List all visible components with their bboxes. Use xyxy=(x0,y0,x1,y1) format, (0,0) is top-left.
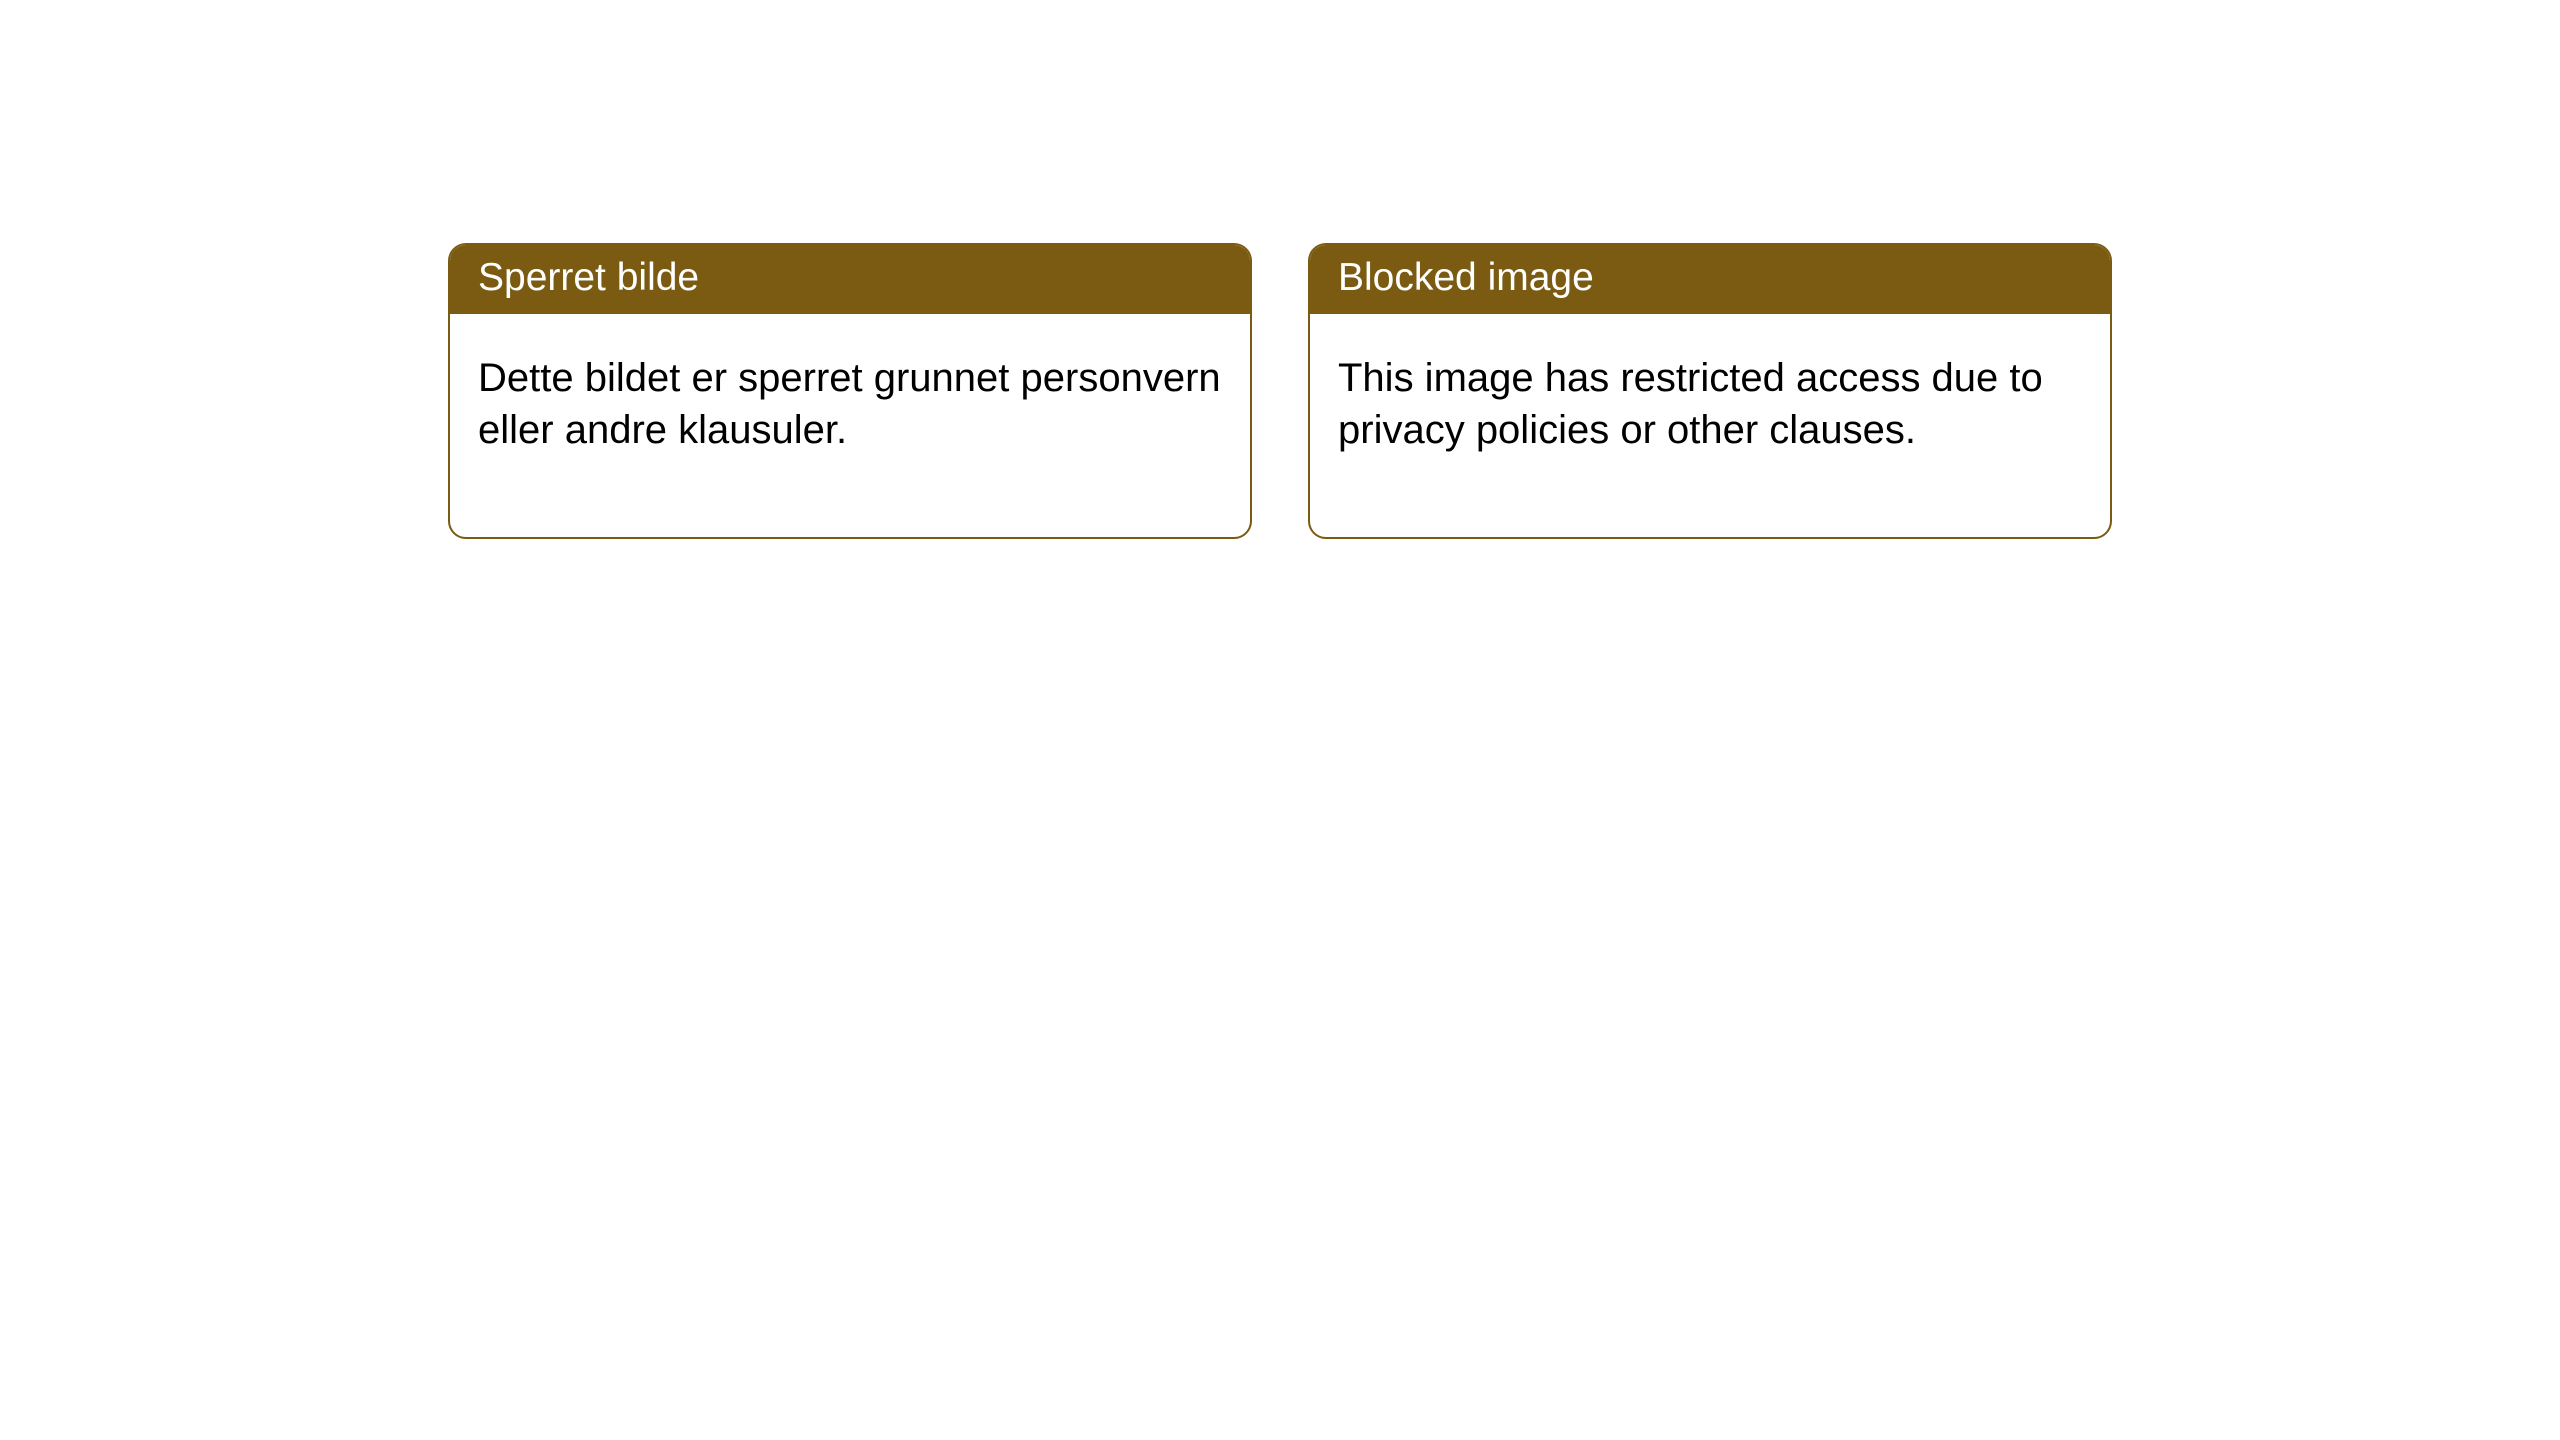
notice-body-en: This image has restricted access due to … xyxy=(1310,314,2110,538)
notice-container: Sperret bilde Dette bildet er sperret gr… xyxy=(0,0,2560,539)
notice-card-no: Sperret bilde Dette bildet er sperret gr… xyxy=(448,243,1252,539)
notice-title-no: Sperret bilde xyxy=(450,245,1250,314)
notice-body-no: Dette bildet er sperret grunnet personve… xyxy=(450,314,1250,538)
notice-title-en: Blocked image xyxy=(1310,245,2110,314)
notice-card-en: Blocked image This image has restricted … xyxy=(1308,243,2112,539)
